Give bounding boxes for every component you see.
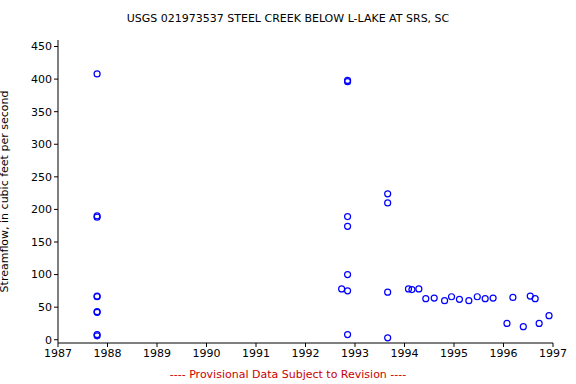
- html-text:---- Provisional Data Subject: ---- Provisional Data Subject to Revisio…: [169, 368, 407, 381]
- svg-text:0: 0: [45, 334, 52, 347]
- svg-text:250: 250: [31, 171, 52, 184]
- svg-text:1996: 1996: [490, 347, 518, 360]
- svg-text:150: 150: [31, 236, 52, 249]
- svg-text:50: 50: [38, 301, 52, 314]
- svg-text:200: 200: [31, 203, 52, 216]
- svg-text:1997: 1997: [539, 347, 567, 360]
- svg-text:1989: 1989: [143, 347, 171, 360]
- svg-text:1990: 1990: [193, 347, 221, 360]
- svg-text:Streamflow, in cubic feet per: Streamflow, in cubic feet per second: [8, 91, 11, 293]
- svg-text:1994: 1994: [391, 347, 419, 360]
- svg-text:300: 300: [31, 138, 52, 151]
- svg-text:100: 100: [31, 268, 52, 281]
- svg-text:1988: 1988: [94, 347, 122, 360]
- svg-text:1991: 1991: [242, 347, 270, 360]
- svg-text:450: 450: [31, 40, 52, 53]
- svg-text:1992: 1992: [292, 347, 320, 360]
- svg-text:400: 400: [31, 73, 52, 86]
- svg-text:350: 350: [31, 106, 52, 119]
- svg-text:1995: 1995: [440, 347, 468, 360]
- svg-text:1993: 1993: [341, 347, 369, 360]
- svg-text:1987: 1987: [44, 347, 72, 360]
- html-text:USGS 021973537 STEEL CREEK BEL: USGS 021973537 STEEL CREEK BELOW L-LAKE …: [126, 12, 450, 25]
